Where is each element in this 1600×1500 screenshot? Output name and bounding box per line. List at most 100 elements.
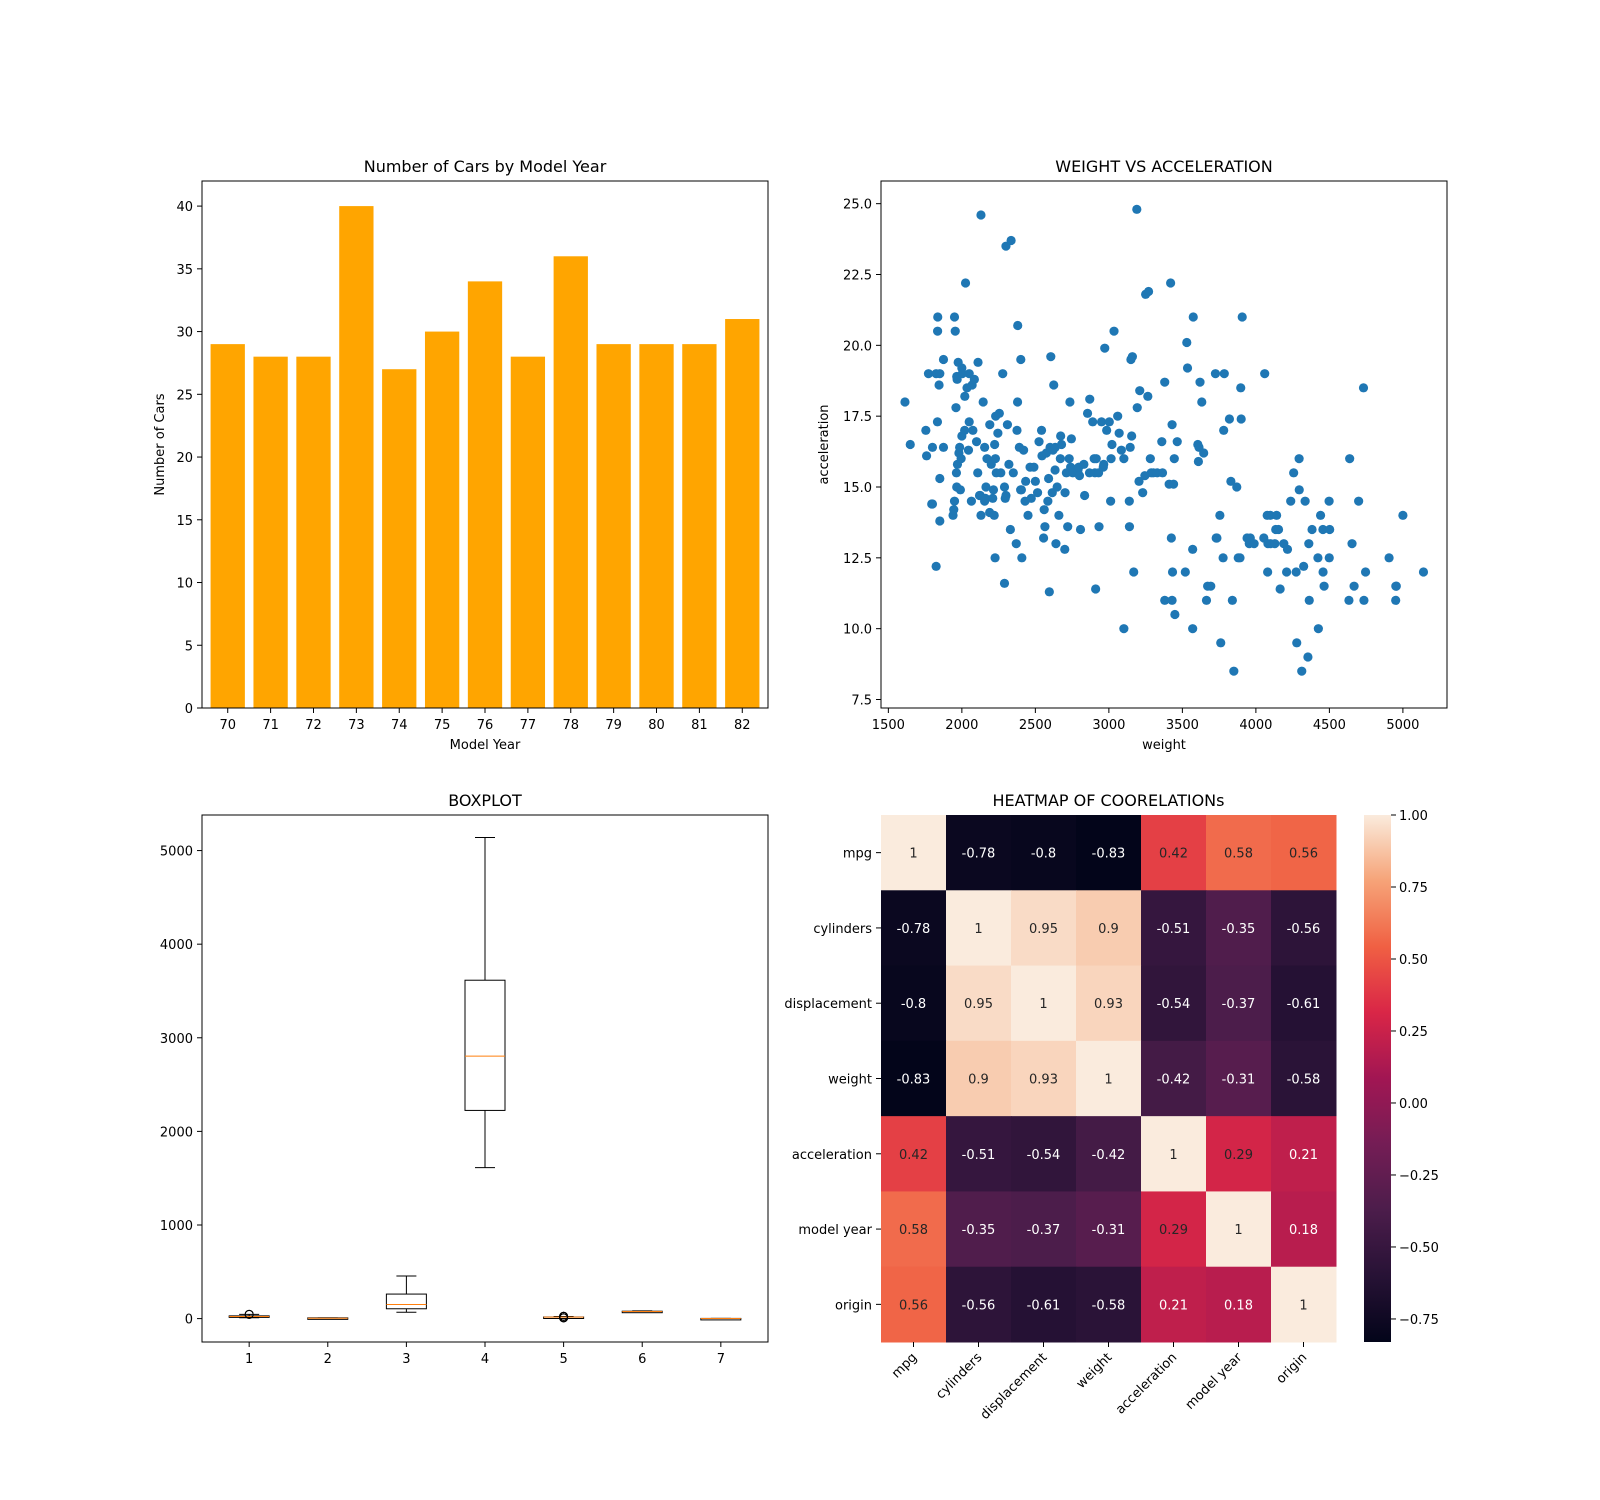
cell-value-label: 0.95 <box>1029 922 1058 937</box>
scatter-point <box>1294 454 1304 464</box>
scatter-point <box>1391 581 1401 591</box>
scatter-point <box>1195 377 1205 387</box>
scatter-point <box>1012 397 1023 407</box>
scatter-point <box>1324 496 1334 506</box>
scatter-point <box>1275 584 1285 594</box>
scatter-point <box>1113 411 1123 421</box>
scatter-point <box>1282 544 1293 554</box>
scatter-point <box>1091 584 1101 594</box>
scatter-point <box>1129 567 1139 577</box>
scatter-point <box>1017 553 1027 563</box>
heatmap-panel: 1 -0.78 -0.8 -0.83 0.42 0.58 0.56 -0.78 1 0.95 0.9… <box>784 791 1438 1423</box>
scatter-point <box>1359 595 1369 605</box>
scatter-point <box>971 437 982 447</box>
scatter-point <box>1109 326 1119 336</box>
bar <box>382 369 417 708</box>
scatter-point <box>1182 337 1192 348</box>
scatter-point <box>998 369 1008 379</box>
cell-value-label: -0.35 <box>1222 922 1256 937</box>
heatmap-cell <box>1271 815 1337 891</box>
y-tick-label: 20.0 <box>843 339 872 354</box>
scatter-point <box>1197 397 1207 407</box>
heatmap-cell <box>946 1040 1012 1117</box>
scatter-point <box>1116 445 1126 455</box>
scatter-point <box>1224 414 1235 424</box>
y-tick-label: origin <box>835 1298 872 1313</box>
scatter-point <box>1079 459 1089 469</box>
scatter-point <box>1023 510 1033 520</box>
scatter-point <box>1100 343 1110 353</box>
scatter-point <box>1060 488 1070 498</box>
heatmap-cell <box>1076 1266 1142 1343</box>
scatter-point <box>1188 624 1198 634</box>
colorbar-tick-label: −0.50 <box>1399 1241 1439 1256</box>
scatter-point <box>969 374 979 384</box>
scatter-point <box>1398 510 1408 520</box>
scatter-point <box>1030 476 1040 486</box>
x-tick-label: 3000 <box>1092 718 1125 733</box>
colorbar-tick-label: 0.00 <box>1399 1097 1428 1112</box>
scatter-point <box>1088 417 1098 427</box>
y-tick-label: 25 <box>176 388 193 403</box>
scatter-point <box>1166 278 1176 288</box>
cell-value-label: -0.51 <box>1157 922 1191 937</box>
heatmap-cell <box>1011 965 1077 1042</box>
x-tick-label: 80 <box>648 718 665 733</box>
cell-value-label: 1 <box>1169 1148 1177 1163</box>
scatter-point <box>935 369 945 379</box>
heatmap-cell <box>946 1116 1012 1192</box>
cell-value-label: 1 <box>1234 1223 1242 1238</box>
scatter-point <box>1318 524 1328 535</box>
cell-value-label: -0.58 <box>1092 1298 1126 1313</box>
scatter-point <box>1085 394 1095 404</box>
heatmap-cell <box>1271 965 1337 1042</box>
scatter-point <box>1119 454 1129 464</box>
y-tick-label: 4000 <box>160 938 193 953</box>
cell-value-label: 0.18 <box>1224 1298 1253 1313</box>
x-tick-label: 81 <box>691 718 708 733</box>
scatter-point <box>1172 437 1182 447</box>
x-tick-label: 82 <box>734 718 751 733</box>
scatter-point <box>1170 609 1180 620</box>
y-tick-label: 12.5 <box>843 552 872 567</box>
x-tick-label: 3 <box>402 1352 410 1367</box>
heatmap-cell <box>1206 1116 1272 1192</box>
scatter-point <box>1291 567 1301 577</box>
scatter-point <box>1005 524 1015 535</box>
bar <box>424 331 460 708</box>
y-tick-label: mpg <box>843 847 872 862</box>
bar-chart-panel: 70 71 72 73 74 75 76 77 78 79 80 81 82 0 5 10 15 20 25 30 35… <box>153 157 769 753</box>
scatter-point <box>927 442 938 452</box>
scatter-point <box>1294 485 1304 495</box>
scatter-point <box>1043 496 1053 506</box>
scatter-point <box>1066 434 1076 444</box>
scatter-point <box>1038 533 1049 543</box>
x-tick-label: 72 <box>305 718 322 733</box>
cell-value-label: -0.78 <box>962 847 996 862</box>
heatmap-cell <box>1271 1116 1337 1192</box>
heatmap-cell <box>1141 965 1207 1042</box>
cell-value-label: -0.31 <box>1222 1073 1256 1088</box>
scatter-point <box>1188 312 1198 322</box>
scatter-point <box>1091 454 1101 464</box>
scatter-point <box>1043 473 1054 484</box>
heatmap-cell <box>1206 815 1272 891</box>
scatter-point <box>1124 496 1134 506</box>
bar <box>253 356 288 708</box>
scatter-point <box>1168 479 1179 489</box>
scatter-point <box>1080 490 1090 501</box>
heatmap-cell <box>881 890 947 967</box>
scatter-point <box>1011 539 1021 549</box>
scatter-point <box>1325 524 1335 535</box>
cell-value-label: -0.58 <box>1287 1073 1321 1088</box>
scatter-point <box>1055 454 1065 464</box>
scatter-point <box>1270 539 1280 549</box>
plot-frame <box>201 180 769 709</box>
scatter-point <box>1418 567 1429 577</box>
heatmap-cell <box>881 1266 947 1343</box>
y-tick-label: 30 <box>176 326 193 341</box>
x-tick-label: 3500 <box>1166 718 1199 733</box>
scatter-point <box>1127 431 1137 441</box>
chart-title: Number of Cars by Model Year <box>364 157 607 176</box>
x-tick-label: 5 <box>559 1352 567 1367</box>
